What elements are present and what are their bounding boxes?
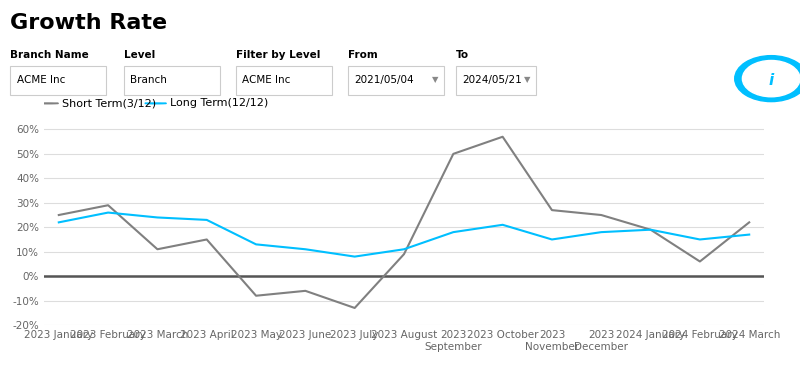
Circle shape: [145, 103, 166, 104]
Text: ▼: ▼: [432, 75, 438, 84]
FancyBboxPatch shape: [456, 66, 536, 95]
Text: ACME Inc: ACME Inc: [242, 75, 290, 85]
Text: Branch Name: Branch Name: [10, 50, 89, 60]
Text: Filter by Level: Filter by Level: [236, 50, 320, 60]
FancyBboxPatch shape: [124, 66, 220, 95]
Circle shape: [37, 103, 58, 104]
Text: 2024/05/21: 2024/05/21: [462, 75, 522, 85]
Text: Level: Level: [124, 50, 155, 60]
Text: Short Term(3/12): Short Term(3/12): [62, 98, 156, 108]
Text: ▼: ▼: [524, 75, 530, 84]
FancyBboxPatch shape: [236, 66, 332, 95]
Text: i: i: [769, 73, 774, 88]
FancyBboxPatch shape: [10, 66, 106, 95]
Text: From: From: [348, 50, 378, 60]
Text: Growth Rate: Growth Rate: [10, 13, 167, 33]
Circle shape: [734, 56, 800, 102]
Text: 2021/05/04: 2021/05/04: [354, 75, 414, 85]
FancyBboxPatch shape: [348, 66, 444, 95]
Text: Branch: Branch: [130, 75, 167, 85]
Circle shape: [742, 60, 800, 97]
Text: Long Term(12/12): Long Term(12/12): [170, 98, 268, 108]
Text: ACME Inc: ACME Inc: [17, 75, 65, 85]
Text: To: To: [456, 50, 469, 60]
